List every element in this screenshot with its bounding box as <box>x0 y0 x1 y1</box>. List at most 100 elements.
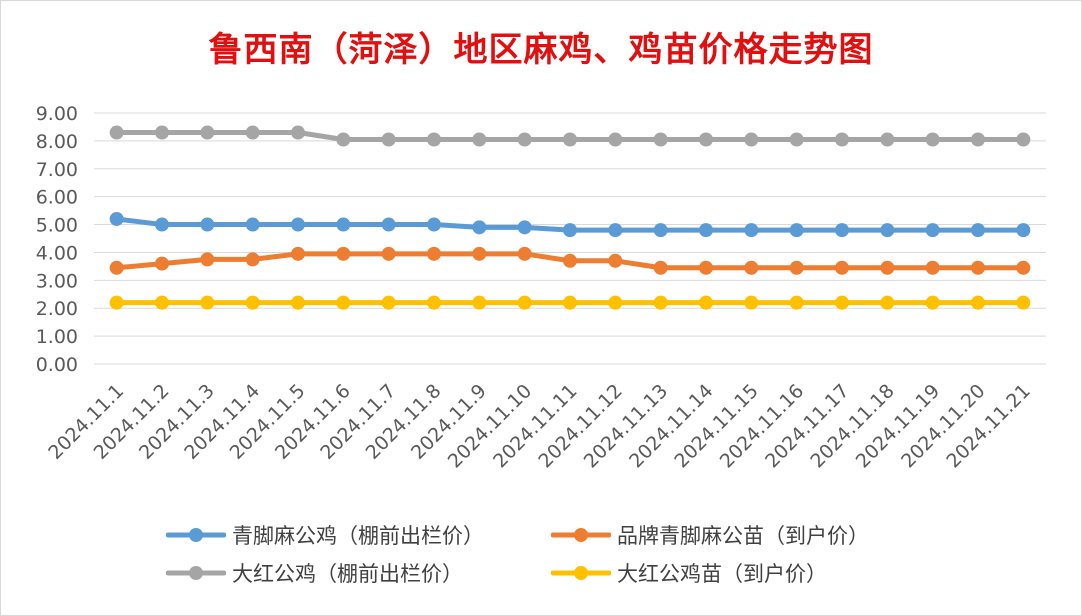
y-tick-label: 6.00 <box>36 187 78 209</box>
legend-swatch <box>551 528 611 542</box>
y-axis-ticks: 0.00 1.00 2.00 3.00 4.00 5.00 6.00 7.00 8.00 9.00 <box>36 103 78 376</box>
data-point <box>245 295 260 310</box>
data-point <box>200 295 215 310</box>
data-point <box>517 132 532 147</box>
data-point <box>608 132 623 147</box>
series-3 <box>109 125 1031 147</box>
data-point <box>291 125 305 140</box>
data-point <box>1016 295 1031 310</box>
data-point <box>427 132 441 147</box>
data-point <box>925 132 940 147</box>
legend-label: 品牌青脚麻公苗（到户价） <box>617 524 869 548</box>
data-point <box>472 246 487 261</box>
data-point <box>517 220 532 235</box>
data-point <box>880 260 895 275</box>
data-point <box>880 132 895 147</box>
data-point <box>835 260 849 275</box>
legend-label: 大红公鸡苗（到户价） <box>617 562 827 586</box>
data-point <box>608 295 623 310</box>
data-point <box>200 252 215 267</box>
data-point <box>1016 260 1031 275</box>
data-point <box>880 223 895 238</box>
y-tick-label: 3.00 <box>36 270 78 292</box>
series-4 <box>109 295 1031 310</box>
data-point <box>744 295 759 310</box>
data-point <box>336 217 351 232</box>
data-point <box>291 217 305 232</box>
data-point <box>427 217 441 232</box>
legend-label: 大红公鸡（棚前出栏价） <box>232 562 463 586</box>
y-tick-label: 1.00 <box>36 326 78 348</box>
data-point <box>653 223 668 238</box>
data-point <box>563 223 577 238</box>
legend-label: 青脚麻公鸡（棚前出栏价） <box>232 524 484 548</box>
data-point <box>517 295 532 310</box>
data-point <box>653 132 668 147</box>
data-point <box>517 246 532 261</box>
y-tick-label: 0.00 <box>36 354 78 376</box>
series-lines <box>109 125 1031 310</box>
data-point <box>109 295 124 310</box>
data-point <box>971 132 985 147</box>
data-point <box>744 260 759 275</box>
data-point <box>789 223 804 238</box>
data-point <box>880 295 895 310</box>
data-point <box>789 260 804 275</box>
data-point <box>109 260 124 275</box>
data-point <box>291 246 305 261</box>
chart-legend: 青脚麻公鸡（棚前出栏价） 品牌青脚麻公苗（到户价） 大红公鸡（棚前出栏价） 大红公鸡苗… <box>0 510 1082 590</box>
y-tick-label: 7.00 <box>36 159 78 181</box>
series-1 <box>109 211 1031 238</box>
legend-swatch <box>166 566 226 580</box>
data-point <box>336 295 351 310</box>
data-point <box>472 132 487 147</box>
data-point <box>200 217 215 232</box>
data-point <box>1016 132 1031 147</box>
x-axis-ticks: 2024.11.12024.11.22024.11.32024.11.42024… <box>44 380 1035 472</box>
data-point <box>155 125 169 140</box>
data-point <box>699 260 713 275</box>
data-point <box>336 132 351 147</box>
data-point <box>971 260 985 275</box>
data-point <box>925 223 940 238</box>
y-tick-label: 4.00 <box>36 242 78 264</box>
data-point <box>427 295 441 310</box>
data-point <box>563 295 577 310</box>
data-point <box>835 295 849 310</box>
data-point <box>336 246 351 261</box>
data-point <box>155 256 169 271</box>
data-point <box>789 295 804 310</box>
data-point <box>971 223 985 238</box>
data-point <box>563 253 577 268</box>
data-point <box>381 295 396 310</box>
y-tick-label: 2.00 <box>36 298 78 320</box>
legend-item: 大红公鸡苗（到户价） <box>551 558 827 588</box>
chart-title: 鲁西南（菏泽）地区麻鸡、鸡苗价格走势图 <box>208 30 874 70</box>
data-point <box>245 217 260 232</box>
data-point <box>925 260 940 275</box>
data-point <box>472 295 487 310</box>
series-2 <box>109 246 1031 275</box>
data-point <box>699 132 713 147</box>
data-point <box>563 132 577 147</box>
data-point <box>109 211 124 226</box>
data-point <box>699 295 713 310</box>
data-point <box>653 295 668 310</box>
data-point <box>381 246 396 261</box>
legend-swatch <box>551 566 611 580</box>
data-point <box>925 295 940 310</box>
legend-swatch <box>166 528 226 542</box>
legend-item: 品牌青脚麻公苗（到户价） <box>551 520 869 550</box>
data-point <box>971 295 985 310</box>
data-point <box>381 217 396 232</box>
data-point <box>835 132 849 147</box>
data-point <box>744 223 759 238</box>
data-point <box>653 260 668 275</box>
y-tick-label: 5.00 <box>36 215 78 237</box>
data-point <box>608 223 623 238</box>
data-point <box>608 253 623 268</box>
data-point <box>291 295 305 310</box>
data-point <box>155 217 169 232</box>
data-point <box>245 252 260 267</box>
